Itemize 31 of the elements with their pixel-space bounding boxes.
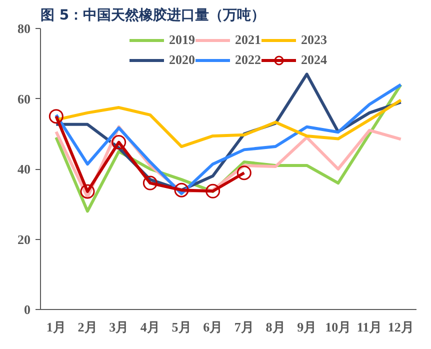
point — [112, 135, 126, 150]
x-tick-label: 4月 — [140, 320, 160, 334]
x-tick-label: 6月 — [203, 320, 223, 334]
x-tick-label: 10月 — [325, 320, 352, 334]
legend-label: 2020 — [169, 52, 195, 68]
legend-label: 2022 — [235, 52, 261, 68]
point — [174, 182, 189, 198]
chart-title: 图 5：中国天然橡胶进口量（万吨） — [40, 6, 266, 24]
y-tick-label: 0 — [24, 302, 30, 317]
y-tick-label: 20 — [18, 232, 30, 247]
x-tick-label: 7月 — [234, 320, 254, 334]
point — [142, 176, 158, 190]
legend-label: 2021 — [235, 32, 261, 48]
x-tick-label: 1月 — [46, 320, 66, 334]
legend-label: 2024 — [301, 52, 327, 68]
point — [206, 184, 220, 198]
y-tick-label: 60 — [18, 91, 30, 106]
x-tick-label: 8月 — [266, 320, 286, 334]
y-tick-label: 80 — [18, 21, 30, 36]
x-tick-label: 12月 — [388, 320, 414, 334]
y-tick-label: 40 — [18, 162, 30, 176]
point — [48, 109, 64, 124]
x-tick-label: 5月 — [172, 320, 192, 334]
x-tick-label: 11月 — [356, 320, 382, 334]
x-tick-label: 3月 — [109, 320, 129, 334]
legend-label: 2019 — [169, 32, 195, 48]
x-tick-label: 9月 — [297, 320, 317, 334]
legend-label: 2023 — [301, 32, 327, 48]
point — [236, 166, 252, 180]
point — [80, 184, 95, 199]
x-tick-label: 2月 — [78, 320, 98, 334]
